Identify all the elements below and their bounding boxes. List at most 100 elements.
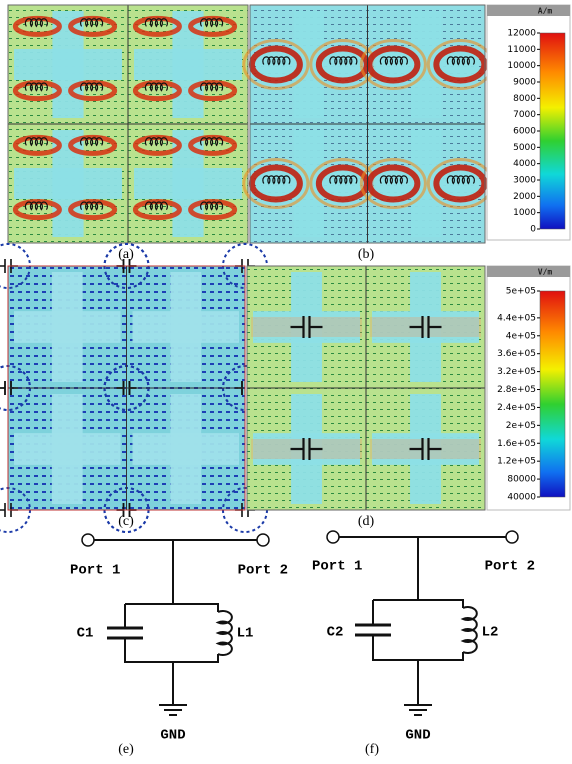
field-band bbox=[251, 439, 362, 459]
colorbar-tick-label: 80000 bbox=[507, 475, 536, 485]
field-plot bbox=[0, 243, 268, 533]
field-plot bbox=[242, 4, 494, 244]
ground-label: GND bbox=[405, 728, 430, 744]
hot-spot bbox=[12, 15, 62, 37]
panel-label: (a) bbox=[118, 247, 134, 262]
colorbar-tick-label: 5e+05 bbox=[506, 287, 536, 297]
hot-spot bbox=[188, 15, 238, 37]
port-terminal bbox=[505, 530, 519, 544]
colorbar-tick-label: 1.6e+05 bbox=[497, 439, 536, 449]
ground bbox=[404, 704, 432, 716]
panel-label: (b) bbox=[358, 247, 375, 262]
circuit: Port 1 Port 2 C2 L2 GND bbox=[312, 530, 535, 744]
coil bbox=[262, 56, 291, 66]
field-band bbox=[370, 439, 481, 459]
hot-spot bbox=[359, 39, 427, 90]
coil bbox=[200, 137, 224, 147]
colorbar-tick-label: 10000 bbox=[507, 61, 536, 71]
coil bbox=[379, 175, 408, 185]
ground-label: GND bbox=[160, 728, 185, 744]
port-label: Port 2 bbox=[485, 559, 535, 575]
colorbar-tick-label: 4e+05 bbox=[506, 331, 536, 341]
capacitor bbox=[355, 623, 391, 637]
hot-spot bbox=[12, 199, 62, 221]
coil bbox=[144, 82, 168, 92]
hot-spot bbox=[12, 80, 62, 102]
coil bbox=[80, 137, 104, 147]
colorbar-tick-label: 8000 bbox=[513, 94, 536, 104]
panel-label: (c) bbox=[118, 514, 134, 529]
port-label: Port 2 bbox=[238, 563, 288, 579]
plot-frame bbox=[7, 4, 249, 244]
plot-frame bbox=[246, 265, 486, 511]
plot-frame bbox=[249, 4, 486, 244]
coil bbox=[379, 56, 408, 66]
ground bbox=[159, 704, 187, 716]
hot-spot bbox=[188, 80, 238, 102]
hot-spot bbox=[132, 15, 182, 37]
coil bbox=[329, 56, 358, 66]
hot-spot bbox=[366, 164, 421, 203]
field-band bbox=[370, 317, 481, 337]
colorbar-tick-label: 4.4e+05 bbox=[497, 313, 536, 323]
colorbar-tick-label: 3000 bbox=[513, 176, 536, 186]
panel-label: (e) bbox=[118, 742, 134, 757]
capacitor-symbol bbox=[409, 438, 442, 460]
panel-label: (f) bbox=[365, 742, 379, 757]
coil bbox=[80, 18, 104, 28]
capacitor-symbol bbox=[290, 316, 323, 338]
hot-spot bbox=[68, 199, 118, 221]
field-plot bbox=[7, 4, 249, 244]
hot-spot bbox=[248, 164, 303, 203]
capacitor-symbol bbox=[290, 438, 323, 460]
coil bbox=[24, 201, 48, 211]
port-label: Port 1 bbox=[70, 563, 120, 579]
plot-frame bbox=[7, 265, 246, 511]
colorbar-tick-label: 11000 bbox=[507, 45, 536, 55]
hot-spot bbox=[433, 45, 488, 84]
coil bbox=[24, 137, 48, 147]
colorbar-tick-label: 2000 bbox=[513, 192, 536, 202]
inductor bbox=[460, 606, 478, 654]
colorbar-tick-label: 1.2e+05 bbox=[497, 457, 536, 467]
port-terminal bbox=[256, 533, 270, 547]
hot-spot bbox=[188, 134, 238, 156]
colorbar-tick-label: 3.6e+05 bbox=[497, 349, 536, 359]
coil bbox=[200, 201, 224, 211]
coil bbox=[144, 201, 168, 211]
capacitor-label: C2 bbox=[327, 625, 344, 641]
hot-spot bbox=[188, 199, 238, 221]
colorbar-tick-label: 0 bbox=[530, 225, 536, 235]
wire bbox=[124, 540, 219, 705]
colorbar-header bbox=[487, 5, 570, 16]
hot-spot bbox=[242, 39, 310, 90]
colorbar-tick-label: 2.8e+05 bbox=[497, 385, 536, 395]
colorbar-unit: A/m bbox=[538, 7, 553, 16]
hot-spot bbox=[132, 80, 182, 102]
colorbar-header bbox=[487, 266, 570, 277]
coil bbox=[329, 175, 358, 185]
coil bbox=[262, 175, 291, 185]
hot-spot bbox=[68, 15, 118, 37]
hot-spot bbox=[242, 158, 310, 209]
colorbar-tick-label: 9000 bbox=[513, 78, 536, 88]
coil bbox=[144, 137, 168, 147]
colorbar bbox=[539, 290, 566, 498]
colorbar-tick-label: 2e+05 bbox=[506, 421, 536, 431]
capacitor-label: C1 bbox=[77, 626, 94, 642]
cross-arm bbox=[51, 394, 83, 504]
hot-spot bbox=[132, 199, 182, 221]
hot-spot bbox=[68, 134, 118, 156]
circuit: Port 1 Port 2 C1 L1 GND bbox=[70, 533, 288, 744]
colorbar bbox=[539, 32, 566, 230]
coil bbox=[24, 18, 48, 28]
inductor bbox=[215, 610, 233, 656]
colorbar-tick-label: 3.2e+05 bbox=[497, 367, 536, 377]
cross-arm bbox=[170, 272, 202, 382]
colorbar-tick-label: 12000 bbox=[507, 29, 536, 39]
coil bbox=[446, 56, 475, 66]
hot-spot bbox=[132, 134, 182, 156]
coil bbox=[446, 175, 475, 185]
hot-spot bbox=[433, 164, 488, 203]
